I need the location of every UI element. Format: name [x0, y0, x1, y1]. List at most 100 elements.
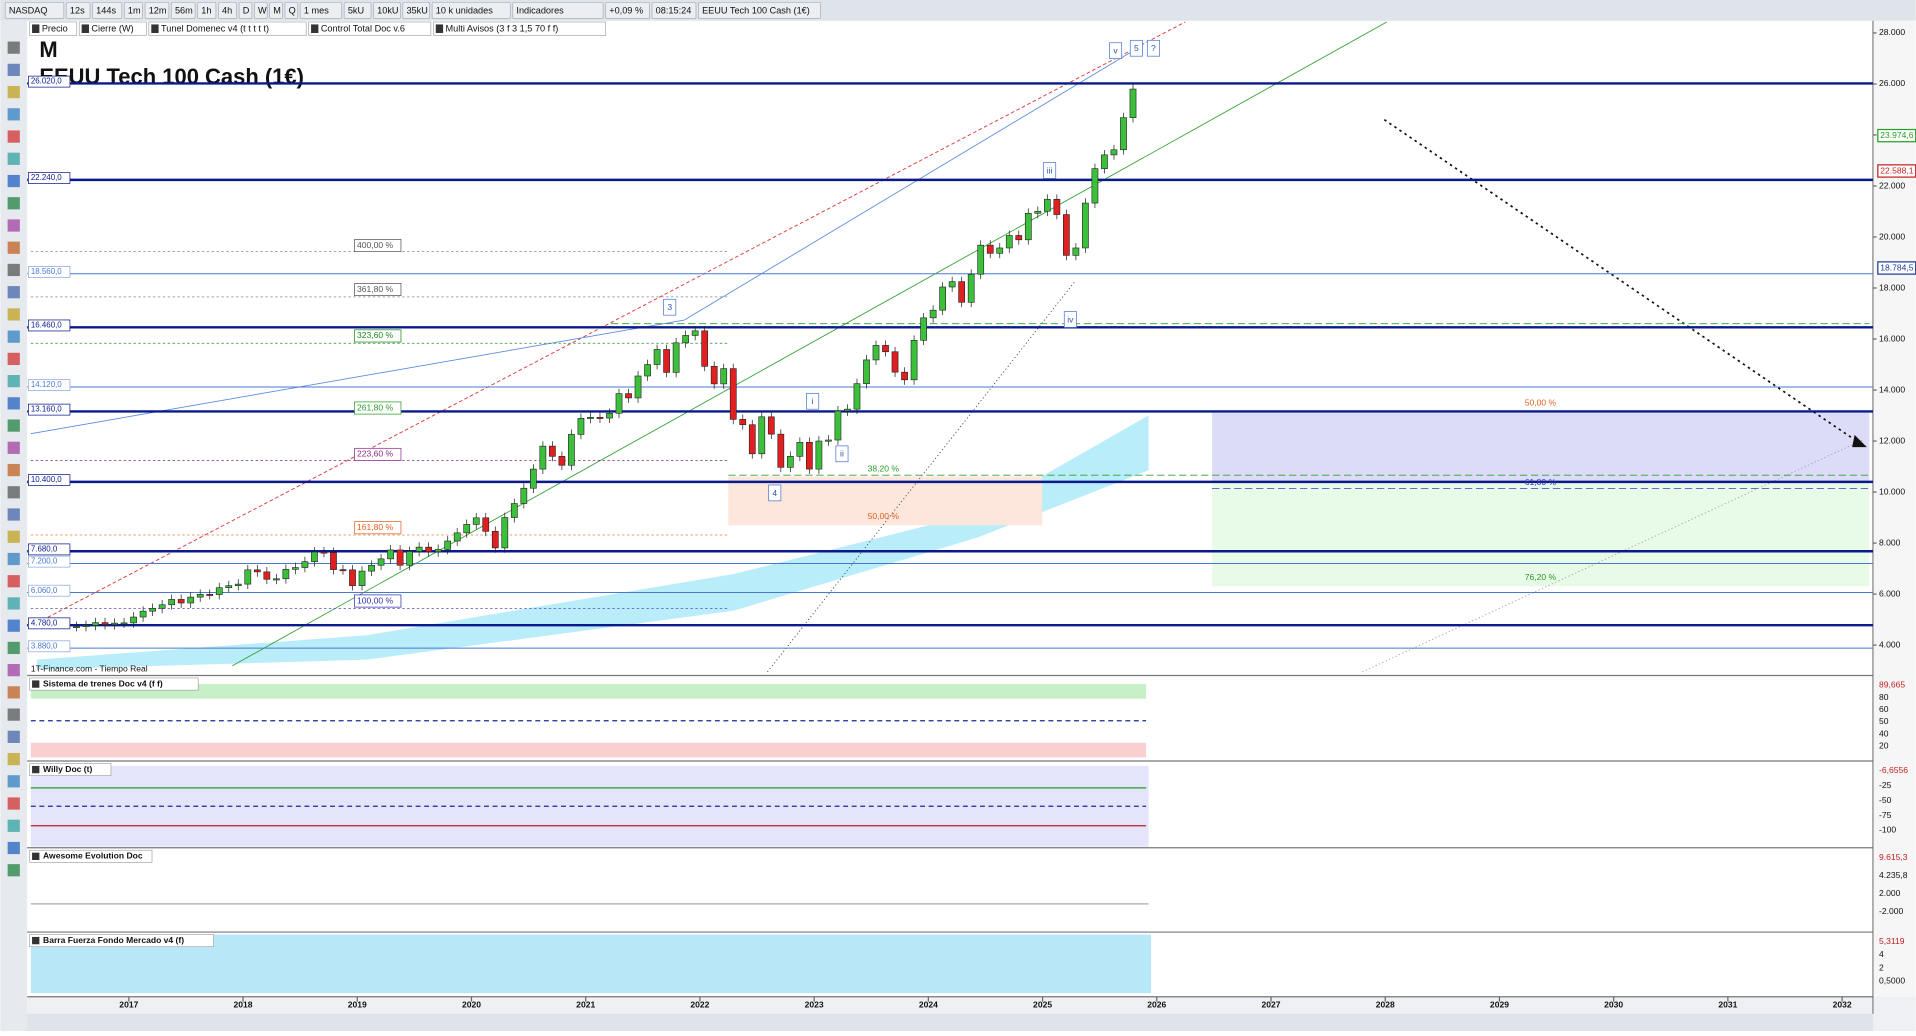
toolbar-button[interactable]: [269, 2, 283, 19]
fib-tag: [354, 239, 402, 253]
tool-icon[interactable]: [7, 152, 20, 165]
tool-icon[interactable]: [7, 819, 20, 832]
tool-icon[interactable]: [7, 174, 20, 188]
tool-icon[interactable]: [7, 41, 20, 54]
toolbar-button[interactable]: [92, 2, 123, 19]
tool-icon[interactable]: [7, 330, 20, 343]
tool-icon[interactable]: [7, 575, 20, 588]
tool-icon[interactable]: [7, 219, 20, 232]
scrollbar[interactable]: [27, 1013, 1873, 1031]
level-label: 22.240,0: [31, 173, 62, 182]
candle: [425, 546, 433, 553]
tool-icon[interactable]: [7, 463, 20, 477]
candle: [948, 281, 956, 288]
candle: [625, 393, 632, 399]
indicator-tag: [29, 763, 112, 776]
y-tick-label: 6.000: [1879, 588, 1901, 598]
tool-icon[interactable]: [7, 63, 20, 76]
candle: [82, 625, 90, 627]
wave-label: ?: [1151, 43, 1156, 53]
tool-icon[interactable]: [7, 664, 20, 677]
tool-icon[interactable]: [7, 397, 20, 410]
tool-icon[interactable]: [7, 85, 20, 99]
toolbar-button[interactable]: [343, 2, 372, 19]
tool-icon[interactable]: [7, 130, 20, 143]
toolbar-button[interactable]: [144, 2, 170, 19]
tool-icon[interactable]: [7, 108, 20, 121]
candle: [1091, 168, 1099, 204]
tool-icon[interactable]: [7, 708, 20, 721]
candle: [596, 417, 604, 419]
toolbar-button[interactable]: [254, 2, 268, 19]
tool-icon[interactable]: [7, 508, 20, 521]
overlay-tag[interactable]: [29, 21, 78, 36]
toolbar-button[interactable]: [217, 2, 238, 19]
tool-icon[interactable]: [7, 752, 20, 766]
toolbar-button[interactable]: [605, 2, 650, 19]
tool-icon[interactable]: [7, 486, 20, 499]
level-tag: [28, 543, 71, 556]
tool-icon[interactable]: [7, 797, 20, 810]
tool-icon[interactable]: [7, 864, 20, 877]
tool-icon[interactable]: [7, 552, 20, 566]
tool-icon[interactable]: [7, 241, 20, 254]
toolbar-button[interactable]: [651, 2, 697, 19]
candle: [825, 439, 832, 442]
trend-line: [684, 48, 1137, 321]
toolbar-button[interactable]: [402, 2, 431, 19]
toolbar-button[interactable]: [284, 2, 299, 19]
candle: [967, 273, 975, 303]
candle: [701, 330, 709, 367]
x-tick-label: 2024: [919, 1000, 938, 1010]
tool-icon[interactable]: [7, 263, 20, 277]
candle: [320, 551, 328, 554]
candle: [920, 317, 927, 341]
tool-icon[interactable]: [7, 619, 20, 632]
candle: [767, 416, 775, 435]
candle: [939, 286, 946, 311]
x-tick-label: 2022: [690, 1000, 709, 1010]
tool-icon[interactable]: [7, 686, 20, 699]
overlay-tag[interactable]: [308, 21, 432, 36]
indicator-tag: [29, 849, 153, 863]
toolbar-button[interactable]: [698, 2, 821, 19]
toolbar-label: D: [243, 5, 250, 15]
tool-icon[interactable]: [7, 775, 20, 788]
tool-icon[interactable]: [7, 530, 20, 543]
tool-icon[interactable]: [7, 375, 20, 388]
tool-icon[interactable]: [7, 352, 20, 366]
level-label: 18.560,0: [31, 267, 62, 276]
toolbar-label: 12s: [70, 5, 85, 15]
candle: [606, 412, 613, 419]
candle: [1063, 214, 1070, 256]
tool-icon[interactable]: [7, 597, 20, 610]
overlay-tag[interactable]: [148, 21, 307, 36]
level-label: 14.120,0: [31, 380, 62, 389]
overlay-tag[interactable]: [433, 21, 607, 36]
tool-icon[interactable]: [7, 308, 20, 321]
tool-icon[interactable]: [7, 197, 20, 210]
candle: [463, 524, 471, 534]
toolbar-button[interactable]: [170, 2, 196, 19]
tool-icon[interactable]: [7, 641, 20, 655]
toolbar-button[interactable]: [4, 2, 65, 19]
y-tick-label: 4.000: [1879, 639, 1901, 649]
tool-icon[interactable]: [7, 841, 20, 855]
indicator-icon: [32, 765, 40, 774]
toolbar-button[interactable]: [238, 2, 253, 19]
overlay-tag[interactable]: [78, 21, 147, 36]
toolbar-button[interactable]: [65, 2, 91, 19]
toolbar-button[interactable]: [431, 2, 511, 19]
indicator-scale: 2.000: [1879, 888, 1901, 898]
wave-label: 5: [1134, 43, 1139, 53]
toolbar-button[interactable]: [123, 2, 143, 19]
toolbar-button[interactable]: [299, 2, 343, 19]
tool-icon[interactable]: [7, 419, 20, 432]
toolbar-button[interactable]: [512, 2, 604, 19]
tool-icon[interactable]: [7, 286, 20, 299]
overlay-icon: [435, 24, 444, 33]
toolbar-button[interactable]: [197, 2, 217, 19]
toolbar-button[interactable]: [373, 2, 401, 19]
tool-icon[interactable]: [7, 730, 20, 743]
tool-icon[interactable]: [7, 441, 20, 454]
